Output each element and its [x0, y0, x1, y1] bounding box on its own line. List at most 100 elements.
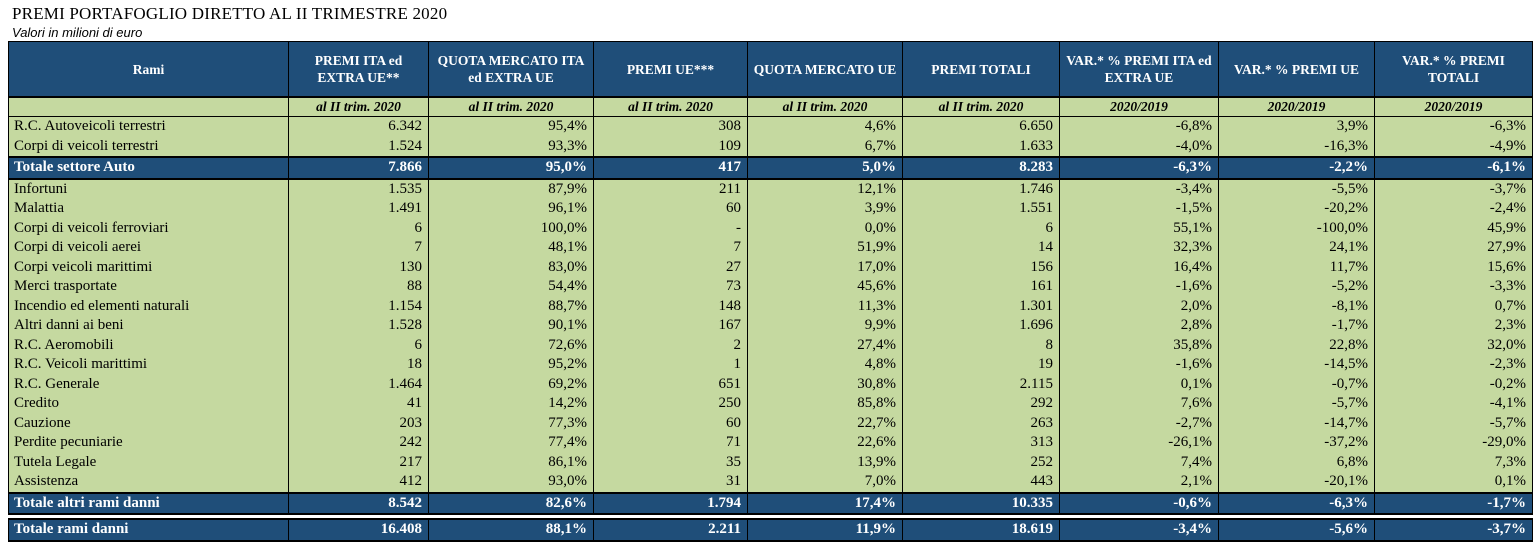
table-cell: 72,6%	[428, 335, 594, 355]
table-cell: 1.524	[288, 136, 429, 157]
table-row: Malattia 1.491 96,1% 60 3,9% 1.551 -1,5% -20,2%…	[8, 199, 1533, 219]
table-cell: -1,5%	[1059, 199, 1219, 219]
table-cell: 1.154	[288, 296, 429, 316]
row-label: Merci trasportate	[8, 277, 289, 297]
table-cell: -3,4%	[1059, 178, 1219, 199]
header-cell: PREMI UE***	[593, 41, 748, 98]
table-cell: 73	[593, 277, 748, 297]
table-cell: 7.866	[288, 156, 429, 180]
table-cell: 7	[288, 238, 429, 258]
row-label: Totale settore Auto	[8, 156, 289, 180]
table-row: Assistenza 412 93,0% 31 7,0% 443 2,1% -20,1% 0,1…	[8, 472, 1533, 493]
subheader-cell: al II trim. 2020	[288, 96, 429, 117]
table-cell: -8,1%	[1218, 296, 1375, 316]
table-cell: 14	[902, 238, 1060, 258]
table-cell: 6	[288, 335, 429, 355]
header-cell: VAR.* % PREMI TOTALI	[1374, 41, 1533, 98]
table-cell: 14,2%	[428, 394, 594, 414]
table-cell: 32,0%	[1374, 335, 1533, 355]
table-cell: 417	[593, 156, 748, 180]
table-cell: 211	[593, 178, 748, 199]
total-row: Totale rami danni 16.408 88,1% 2.211 11,9% 18…	[8, 518, 1533, 542]
table-cell: -1,7%	[1218, 316, 1375, 336]
table-cell: -2,2%	[1218, 156, 1375, 180]
row-label: Credito	[8, 394, 289, 414]
table-cell: 11,9%	[747, 518, 903, 542]
table-cell: 0,0%	[747, 218, 903, 238]
table-cell: 3,9%	[747, 199, 903, 219]
table-row: Cauzione 203 77,3% 60 22,7% 263 -2,7% -14,7% -5,…	[8, 413, 1533, 433]
table-cell: 9,9%	[747, 316, 903, 336]
table-cell: 15,6%	[1374, 257, 1533, 277]
table-cell: -14,5%	[1218, 355, 1375, 375]
header-cell: PREMI TOTALI	[902, 41, 1060, 98]
table-cell: 22,7%	[747, 413, 903, 433]
table-cell: 35	[593, 452, 748, 472]
table-cell: -	[593, 218, 748, 238]
table-cell: -5,7%	[1374, 413, 1533, 433]
table-cell: 8	[902, 335, 1060, 355]
table-row: Altri danni ai beni 1.528 90,1% 167 9,9% 1.69…	[8, 316, 1533, 336]
table-cell: 203	[288, 413, 429, 433]
row-label: Totale altri rami danni	[8, 491, 289, 515]
table-cell: -5,6%	[1218, 518, 1375, 542]
header-cell: Rami	[8, 41, 289, 98]
table-cell: 8.283	[902, 156, 1060, 180]
table-cell: 7,0%	[747, 472, 903, 493]
table-cell: 45,6%	[747, 277, 903, 297]
table-cell: 93,3%	[428, 136, 594, 157]
table-cell: 1.794	[593, 491, 748, 515]
table-cell: 2	[593, 335, 748, 355]
table-cell: 93,0%	[428, 472, 594, 493]
row-label: R.C. Veicoli marittimi	[8, 355, 289, 375]
subheader-cell: al II trim. 2020	[902, 96, 1060, 117]
table-cell: 22,8%	[1218, 335, 1375, 355]
spacer-cell	[8, 514, 1533, 519]
table-cell: 4,6%	[747, 116, 903, 137]
table-cell: -37,2%	[1218, 433, 1375, 453]
table-cell: -3,3%	[1374, 277, 1533, 297]
row-label: Corpi di veicoli terrestri	[8, 136, 289, 157]
subheader-cell: 2020/2019	[1374, 96, 1533, 117]
page-subtitle: Valori in milioni di euro	[12, 25, 143, 40]
table-cell: 1.491	[288, 199, 429, 219]
table-cell: 2.211	[593, 518, 748, 542]
table-cell: 41	[288, 394, 429, 414]
table-cell: 167	[593, 316, 748, 336]
table-cell: -5,2%	[1218, 277, 1375, 297]
table-cell: 1.464	[288, 374, 429, 394]
table-cell: 1.301	[902, 296, 1060, 316]
table-cell: 12,1%	[747, 178, 903, 199]
row-label: R.C. Autoveicoli terrestri	[8, 116, 289, 137]
subheader-cell: al II trim. 2020	[428, 96, 594, 117]
table-cell: -0,2%	[1374, 374, 1533, 394]
table-cell: 1.535	[288, 178, 429, 199]
table-row: Credito 41 14,2% 250 85,8% 292 7,6% -5,7% -4,1%	[8, 394, 1533, 414]
table-row: R.C. Generale 1.464 69,2% 651 30,8% 2.115 0,1%…	[8, 374, 1533, 394]
table-row: Corpi di veicoli ferroviari 6 100,0% -0,0% 6…	[8, 218, 1533, 238]
table-cell: 651	[593, 374, 748, 394]
table-cell: 8.542	[288, 491, 429, 515]
table-row: Corpi di veicoli aerei 7 48,1% 7 51,9% 14 32,3…	[8, 238, 1533, 258]
header-cell: VAR.* % PREMI UE	[1218, 41, 1375, 98]
table-cell: -5,5%	[1218, 178, 1375, 199]
table-row: Corpi veicoli marittimi 130 83,0% 27 17,0% 15…	[8, 257, 1533, 277]
table-cell: 2,0%	[1059, 296, 1219, 316]
header-cell: QUOTA MERCATO ITA ed EXTRA UE	[428, 41, 594, 98]
table-cell: 27	[593, 257, 748, 277]
table-cell: -6,8%	[1059, 116, 1219, 137]
table-cell: 130	[288, 257, 429, 277]
table-cell: 1.746	[902, 178, 1060, 199]
table-cell: 95,0%	[428, 156, 594, 180]
table-cell: 88,7%	[428, 296, 594, 316]
table-cell: 17,0%	[747, 257, 903, 277]
row-spacer	[8, 514, 1533, 519]
table-cell: 18.619	[902, 518, 1060, 542]
header-row: Rami PREMI ITA ed EXTRA UE** QUOTA MERCA…	[8, 41, 1533, 98]
table-cell: 148	[593, 296, 748, 316]
table-body: R.C. Autoveicoli terrestri 6.342 95,4% 308 4…	[8, 116, 1533, 542]
table-row: Corpi di veicoli terrestri 1.524 93,3% 109 6…	[8, 136, 1533, 157]
table-cell: 69,2%	[428, 374, 594, 394]
table-cell: -1,7%	[1374, 491, 1533, 515]
table-cell: 24,1%	[1218, 238, 1375, 258]
